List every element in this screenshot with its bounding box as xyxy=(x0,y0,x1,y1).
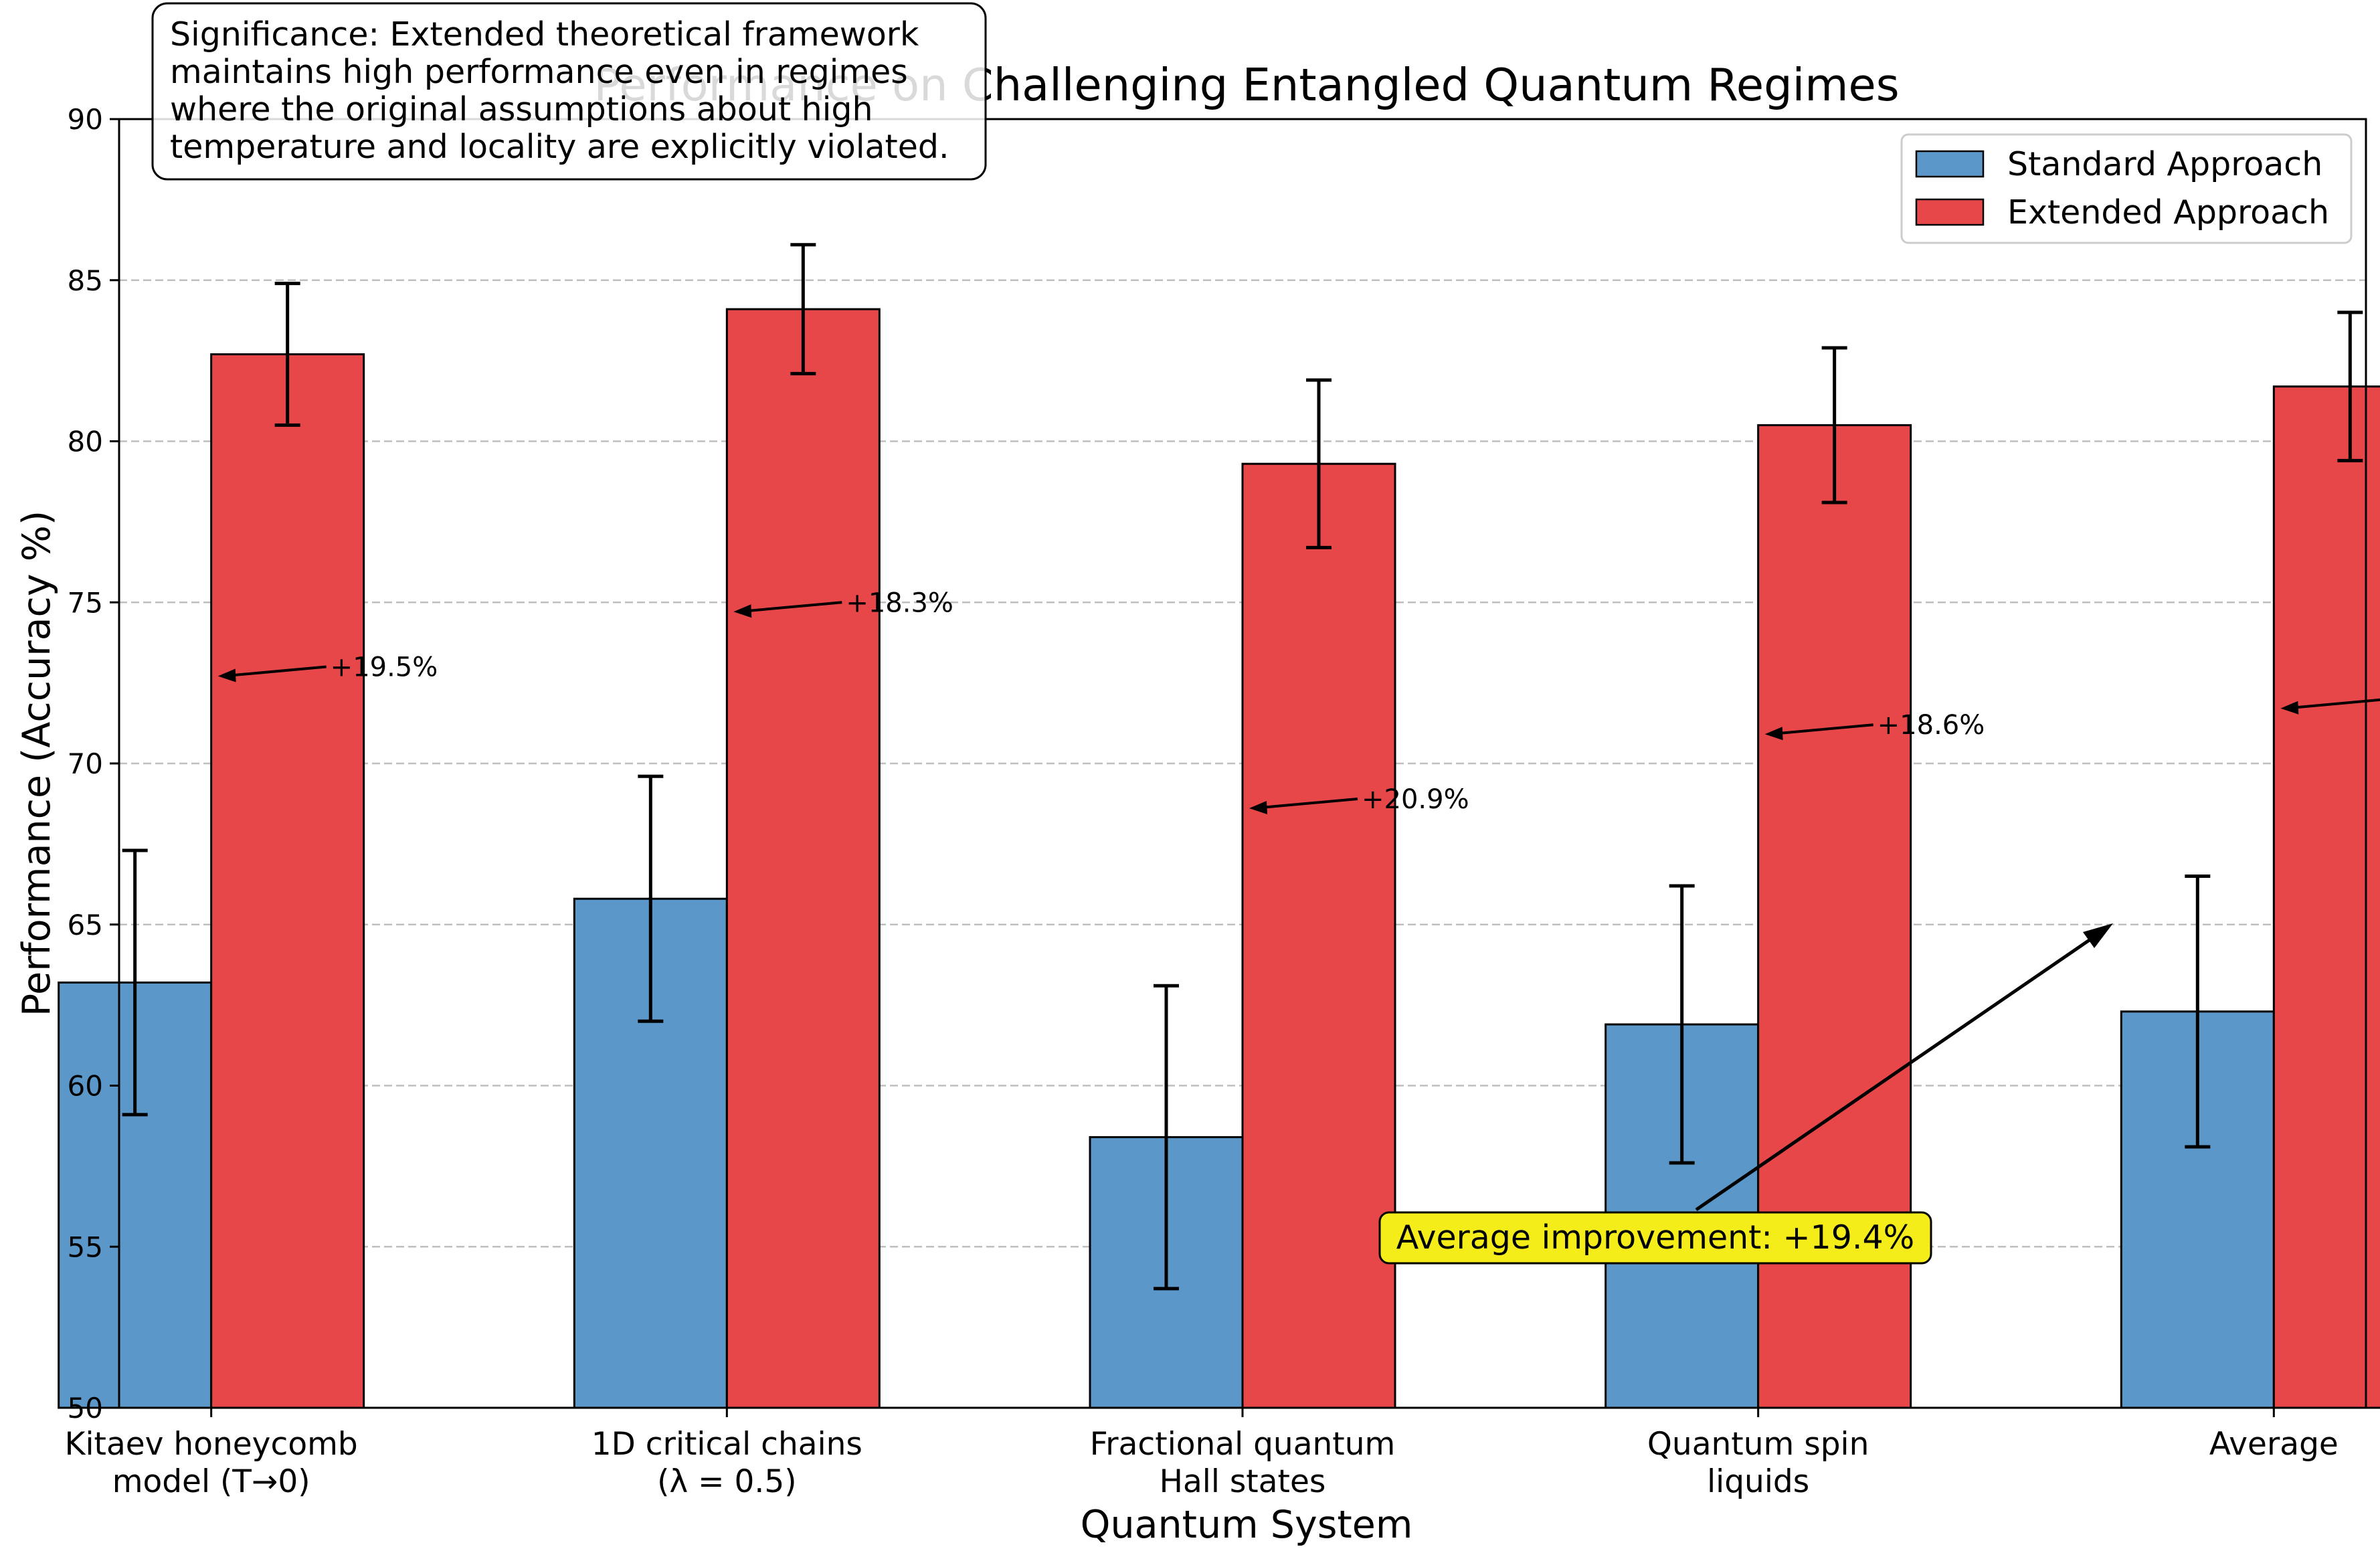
bar-extended-1d-critical xyxy=(725,308,881,1409)
improvement-annotations: +19.5%+18.3%+20.9%+18.6%+19.4% xyxy=(217,587,2380,815)
significance-line-4: temperature and locality are explicitly … xyxy=(170,128,949,166)
improvement-label-fqh: +20.9% xyxy=(1362,784,1469,815)
y-axis-label: Performance (Accuracy %) xyxy=(15,511,59,1016)
y-ticks: 50 55 60 65 70 75 80 85 90 xyxy=(68,103,119,1425)
improvement-arrowhead-kitaev xyxy=(217,668,236,682)
x-tick-label-spin-liquids-2: liquids xyxy=(1707,1463,1809,1500)
average-improvement-arrow xyxy=(1695,929,2104,1212)
improvement-label-kitaev: +19.5% xyxy=(331,652,438,683)
y-tick-label-70: 70 xyxy=(68,747,103,780)
bar-extended-kitaev xyxy=(210,353,365,1409)
legend-frame xyxy=(1900,133,2353,244)
average-improvement-box xyxy=(1378,1211,1932,1265)
y-tick-label-85: 85 xyxy=(68,264,103,297)
significance-line-1: Significance: Extended theoretical frame… xyxy=(170,15,919,54)
improvement-arrow-1d-critical xyxy=(745,601,842,613)
improvement-arrowhead-1d-critical xyxy=(733,604,752,618)
improvement-arrowhead-average xyxy=(2280,701,2299,715)
legend-swatch-standard xyxy=(1915,150,1985,178)
x-tick-label-average-1: Average xyxy=(2209,1426,2339,1463)
average-improvement-text: Average improvement: +19.4% xyxy=(1396,1218,1914,1257)
bar-extended-average xyxy=(2272,385,2380,1409)
legend-swatch-extended xyxy=(1915,198,1985,226)
bar-extended-fqh xyxy=(1241,462,1396,1409)
improvement-arrowhead-fqh xyxy=(1249,800,1267,814)
improvement-label-1d-critical: +18.3% xyxy=(846,587,953,618)
error-bars xyxy=(122,243,2363,1291)
legend-label-standard: Standard Approach xyxy=(2007,145,2322,183)
significance-line-2: maintains high performance even in regim… xyxy=(170,53,908,91)
significance-line-3: where the original assumptions about hig… xyxy=(170,90,873,128)
improvement-label-spin-liquids: +18.6% xyxy=(1878,710,1985,741)
improvement-arrow-average xyxy=(2292,698,2380,709)
x-axis-label: Quantum System xyxy=(1081,1503,1413,1547)
average-improvement-annotation: Average improvement: +19.4% xyxy=(1378,923,2113,1265)
x-tick-label-kitaev-2: model (T→0) xyxy=(112,1463,310,1500)
improvement-arrow-fqh xyxy=(1261,797,1358,809)
improvement-arrow-kitaev xyxy=(230,665,327,677)
y-tick-label-60: 60 xyxy=(68,1070,103,1103)
x-tick-label-kitaev-1: Kitaev honeycomb xyxy=(65,1426,358,1463)
improvement-arrow-spin-liquids xyxy=(1776,723,1873,735)
x-tick-label-spin-liquids-1: Quantum spin xyxy=(1647,1426,1869,1463)
x-tick-label-fqh-1: Fractional quantum xyxy=(1090,1426,1396,1463)
significance-box xyxy=(151,2,987,181)
y-tick-label-90: 90 xyxy=(68,103,103,136)
legend-label-extended: Extended Approach xyxy=(2007,193,2329,232)
y-tick-label-65: 65 xyxy=(68,909,103,941)
x-tick-label-1d-critical-2: (λ = 0.5) xyxy=(657,1463,797,1500)
x-tick-label-1d-critical-1: 1D critical chains xyxy=(591,1426,862,1463)
x-tick-label-fqh-2: Hall states xyxy=(1160,1463,1326,1500)
legend: Standard Approach Extended Approach xyxy=(1900,133,2353,244)
improvement-arrowhead-spin-liquids xyxy=(1764,727,1783,741)
y-tick-label-75: 75 xyxy=(68,586,103,619)
y-tick-label-55: 55 xyxy=(68,1230,103,1263)
y-tick-label-50: 50 xyxy=(68,1392,103,1425)
average-improvement-arrowhead xyxy=(2083,923,2113,948)
significance-annotation: Significance: Extended theoretical frame… xyxy=(151,2,987,181)
y-tick-label-80: 80 xyxy=(68,426,103,458)
bars xyxy=(58,308,2380,1409)
